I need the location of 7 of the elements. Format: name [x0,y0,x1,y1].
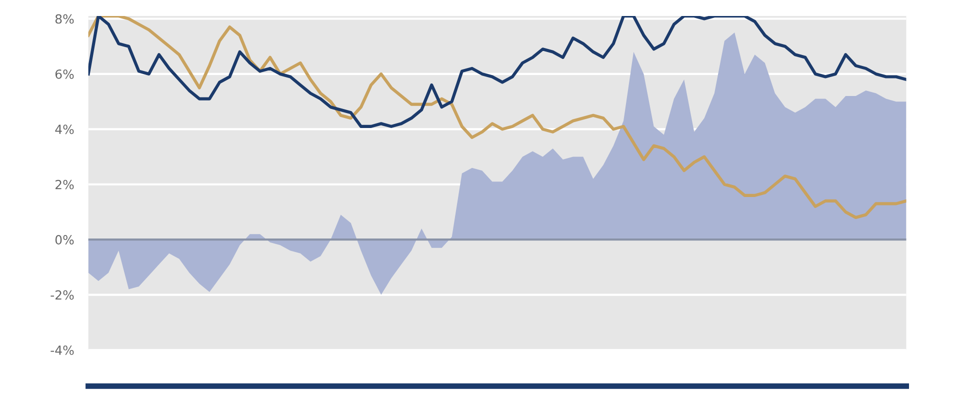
y-tick-label: 8% [55,14,74,24]
y-tick-label: 6% [55,69,74,79]
y-tick-label: -2% [50,290,74,300]
y-tick-label: -4% [50,345,74,355]
y-tick-label: 2% [56,180,74,190]
y-tick-label: 4% [55,124,74,134]
y-tick-label: 0% [55,235,74,245]
